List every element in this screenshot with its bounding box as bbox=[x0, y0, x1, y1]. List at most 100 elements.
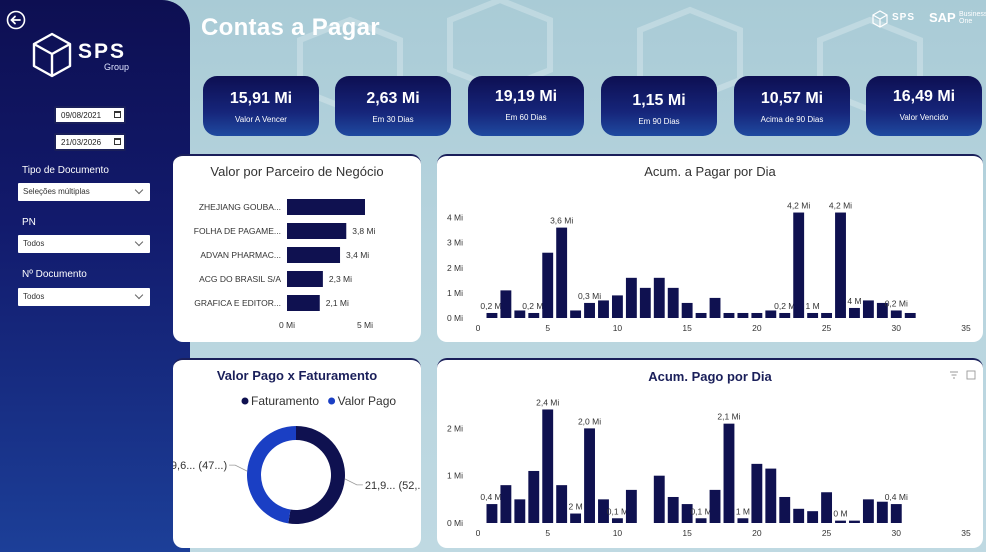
bar[interactable] bbox=[625, 277, 637, 318]
calendar-icon[interactable] bbox=[114, 138, 121, 145]
back-arrow-icon[interactable] bbox=[6, 10, 26, 30]
bar[interactable] bbox=[625, 489, 637, 523]
bar[interactable] bbox=[835, 520, 846, 523]
bar[interactable] bbox=[765, 468, 777, 523]
bar[interactable] bbox=[653, 475, 665, 523]
bar[interactable] bbox=[821, 312, 833, 318]
bar[interactable] bbox=[486, 504, 498, 523]
bar[interactable] bbox=[287, 247, 341, 263]
bar[interactable] bbox=[667, 287, 679, 318]
legend-label[interactable]: Valor Pago bbox=[338, 394, 397, 408]
bar[interactable] bbox=[904, 312, 916, 318]
hbar-chart: ZHEJIANG GOUBA... FOLHA DE PAGAME... 3,8 M… bbox=[194, 199, 376, 330]
donut-slice[interactable] bbox=[247, 426, 296, 524]
bar[interactable] bbox=[737, 518, 749, 523]
leader-line bbox=[229, 464, 248, 472]
bar[interactable] bbox=[890, 504, 902, 523]
bar[interactable] bbox=[528, 312, 540, 318]
bar[interactable] bbox=[528, 470, 540, 523]
data-label: 0,2 Mi bbox=[885, 298, 908, 308]
bar[interactable] bbox=[287, 199, 365, 215]
bar[interactable] bbox=[890, 310, 902, 318]
bar[interactable] bbox=[287, 271, 323, 287]
bar[interactable] bbox=[584, 302, 595, 318]
bar[interactable] bbox=[542, 252, 554, 318]
bar[interactable] bbox=[849, 520, 860, 523]
bar[interactable] bbox=[667, 496, 679, 523]
bar[interactable] bbox=[681, 302, 693, 318]
bar[interactable] bbox=[681, 504, 693, 523]
bar[interactable] bbox=[779, 312, 791, 318]
bar[interactable] bbox=[849, 307, 860, 318]
bar[interactable] bbox=[611, 295, 623, 318]
chevron-down-icon bbox=[134, 185, 144, 195]
bar[interactable] bbox=[556, 485, 568, 523]
panel-acum-pago[interactable]: Acum. Pago por Dia 0 Mi 1 Mi 2 Mi 0 5 10 15 20 2… bbox=[437, 358, 983, 548]
bar[interactable] bbox=[765, 310, 777, 318]
bar[interactable] bbox=[542, 409, 554, 523]
x-tick-label: 30 bbox=[892, 528, 902, 538]
x-tick-label: 0 Mi bbox=[279, 320, 295, 330]
bar[interactable] bbox=[653, 277, 665, 318]
legend-label[interactable]: Faturamento bbox=[251, 394, 319, 408]
bar[interactable] bbox=[611, 518, 623, 523]
bar[interactable] bbox=[876, 302, 888, 318]
bar[interactable] bbox=[807, 312, 819, 318]
category-label: ADVAN PHARMAC... bbox=[200, 250, 281, 260]
bar[interactable] bbox=[500, 290, 512, 318]
bar[interactable] bbox=[695, 518, 707, 523]
bar[interactable] bbox=[287, 295, 320, 311]
bar[interactable] bbox=[723, 423, 735, 523]
filter-icon[interactable] bbox=[950, 371, 958, 379]
kpi-card-em-60-dias: 19,19 Mi Em 60 Dias bbox=[468, 76, 584, 136]
x-tick-label: 15 bbox=[682, 323, 692, 333]
panel-acum-a-pagar[interactable]: Acum. a Pagar por Dia 0 Mi 1 Mi 2 Mi 3 Mi 4 … bbox=[437, 154, 983, 342]
bar[interactable] bbox=[639, 287, 651, 318]
x-tick-label: 10 bbox=[613, 528, 623, 538]
bar[interactable] bbox=[287, 223, 347, 239]
kpi-value: 10,57 Mi bbox=[760, 90, 824, 107]
bar[interactable] bbox=[862, 300, 874, 318]
kpi-card-em-90-dias: 1,15 Mi Em 90 Dias bbox=[601, 76, 717, 136]
x-tick-label: 15 bbox=[682, 528, 692, 538]
doc-number-select[interactable]: Todos bbox=[18, 288, 150, 306]
panel-valor-pago-faturamento[interactable]: Valor Pago x Faturamento Faturamento Valo… bbox=[173, 358, 421, 548]
end-date-input[interactable]: 21/03/2026 bbox=[54, 133, 126, 151]
bar[interactable] bbox=[723, 312, 735, 318]
bar[interactable] bbox=[779, 496, 791, 523]
bar[interactable] bbox=[737, 312, 749, 318]
bar[interactable] bbox=[584, 428, 595, 523]
bar[interactable] bbox=[570, 513, 582, 523]
pn-select[interactable]: Todos bbox=[18, 235, 150, 253]
bar[interactable] bbox=[751, 463, 763, 523]
bar[interactable] bbox=[709, 297, 721, 318]
bar[interactable] bbox=[793, 508, 805, 523]
bar[interactable] bbox=[598, 300, 609, 318]
bar[interactable] bbox=[751, 312, 763, 318]
bar[interactable] bbox=[793, 212, 805, 318]
donut-slice[interactable] bbox=[288, 426, 346, 524]
bar[interactable] bbox=[807, 511, 819, 523]
bar[interactable] bbox=[570, 310, 582, 318]
bar[interactable] bbox=[835, 212, 846, 318]
bar[interactable] bbox=[486, 312, 498, 318]
panel-valor-por-parceiro[interactable]: Valor por Parceiro de Negócio ZHEJIANG G… bbox=[173, 154, 421, 342]
bar[interactable] bbox=[709, 489, 721, 523]
bar[interactable] bbox=[514, 499, 526, 523]
start-date-input[interactable]: 09/08/2021 bbox=[54, 106, 126, 124]
bar[interactable] bbox=[695, 312, 707, 318]
bar[interactable] bbox=[821, 492, 833, 523]
calendar-icon[interactable] bbox=[114, 111, 121, 118]
bar[interactable] bbox=[598, 499, 609, 523]
leader-line bbox=[344, 478, 363, 486]
x-tick-label: 35 bbox=[961, 323, 971, 333]
bar[interactable] bbox=[500, 485, 512, 523]
data-label: 4,2 Mi bbox=[829, 201, 852, 211]
doc-type-select[interactable]: Seleções múltiplas bbox=[18, 183, 150, 201]
bar[interactable] bbox=[514, 310, 526, 318]
bar[interactable] bbox=[862, 499, 874, 523]
focus-mode-icon[interactable] bbox=[966, 370, 976, 380]
kpi-label: Valor A Vencer bbox=[235, 115, 287, 124]
bar[interactable] bbox=[876, 501, 888, 523]
bar[interactable] bbox=[556, 227, 568, 318]
